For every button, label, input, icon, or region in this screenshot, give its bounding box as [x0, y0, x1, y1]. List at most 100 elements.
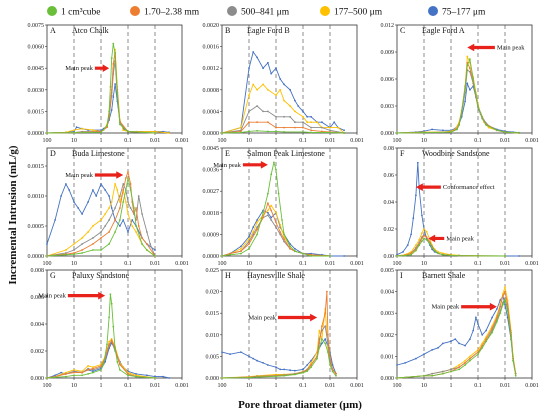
- data-point: [135, 374, 138, 377]
- data-point: [335, 372, 337, 375]
- x-tick-label-4: 0.1: [124, 261, 132, 267]
- data-point: [454, 338, 457, 340]
- data-point: [81, 371, 83, 374]
- data-point: [294, 250, 296, 253]
- data-point: [100, 183, 102, 185]
- data-point: [504, 286, 506, 289]
- data-point: [477, 353, 479, 356]
- data-point: [324, 325, 327, 328]
- x-tick-label-2: 10: [421, 383, 427, 389]
- y-tick-label-5: 0.012: [381, 23, 395, 29]
- data-point: [283, 83, 285, 86]
- data-point: [81, 127, 83, 130]
- data-point: [402, 251, 404, 253]
- data-point: [496, 129, 498, 132]
- data-point: [262, 83, 264, 86]
- data-point: [256, 233, 258, 236]
- series-5: [396, 57, 520, 134]
- x-tick-label-1: 100: [393, 261, 402, 267]
- plot-area: [46, 147, 183, 257]
- data-point: [458, 254, 460, 257]
- data-point: [496, 308, 498, 310]
- panel-C: 0.000 0.003 0.006 0.009 0.012 100 10 1 0.1 0.01 0.…: [381, 23, 539, 144]
- data-point: [112, 42, 115, 45]
- data-point: [267, 192, 269, 195]
- x-tick-label-2: 10: [246, 383, 252, 389]
- x-tick-label-4: 0.1: [124, 383, 132, 389]
- y-tick-label-3: 0.006: [381, 77, 395, 83]
- data-point: [421, 232, 423, 235]
- data-point: [283, 126, 285, 129]
- data-point: [65, 375, 67, 378]
- legend-marker-4: [320, 6, 330, 16]
- y-tick-label-4: 0.015: [206, 311, 220, 317]
- data-point: [318, 342, 321, 345]
- data-point: [324, 342, 327, 345]
- data-point: [302, 115, 304, 118]
- data-point: [418, 238, 421, 241]
- data-point: [127, 373, 129, 375]
- data-point: [248, 376, 250, 379]
- data-point: [87, 367, 89, 370]
- data-point: [423, 353, 425, 356]
- data-point: [114, 183, 116, 185]
- y-tick-label-6: 0.025: [206, 268, 220, 274]
- data-point: [125, 177, 127, 179]
- data-point: [321, 130, 323, 133]
- data-point: [116, 189, 119, 191]
- data-point: [458, 124, 460, 126]
- data-point: [423, 237, 425, 240]
- data-point: [54, 374, 56, 377]
- data-point: [335, 374, 337, 377]
- x-tick-label-1: 100: [43, 383, 52, 389]
- y-tick-label-6: 0.0075: [28, 23, 45, 29]
- data-point: [60, 195, 62, 197]
- data-point: [135, 207, 138, 209]
- data-point: [73, 253, 75, 256]
- data-point: [256, 105, 258, 107]
- data-point: [302, 371, 304, 374]
- data-point: [289, 88, 291, 91]
- data-point: [415, 249, 417, 252]
- series-5: [221, 129, 345, 134]
- data-point: [154, 132, 156, 134]
- series-3: [221, 105, 345, 134]
- data-point: [135, 375, 138, 378]
- x-tick-label-3: 1: [450, 138, 453, 144]
- y-tick-label-3: 0.0010: [28, 194, 45, 200]
- series-line-4: [221, 291, 337, 379]
- data-point: [502, 303, 504, 306]
- data-point: [504, 290, 506, 293]
- data-point: [425, 236, 428, 239]
- data-point: [327, 351, 329, 353]
- data-point: [275, 115, 277, 118]
- data-point: [100, 237, 102, 239]
- legend-marker-3: [227, 6, 237, 16]
- series-line-5: [46, 177, 156, 257]
- x-tick-label-5: 0.01: [150, 261, 161, 267]
- data-point: [442, 252, 444, 255]
- legend: 1 cm³cube 1.70–2.38 mm 500–841 μm 177–500 μ…: [47, 6, 486, 18]
- x-tick-label-4: 0.1: [474, 383, 482, 389]
- x-tick-label-1: 100: [393, 138, 402, 144]
- data-point: [289, 115, 291, 118]
- y-axis-title: Incremental Intrusion (mL/g): [7, 145, 19, 284]
- data-point: [466, 55, 469, 58]
- data-point: [248, 243, 250, 245]
- y-tick-label-1: 0.0000: [203, 131, 220, 137]
- data-point: [129, 183, 132, 185]
- data-point: [73, 201, 75, 203]
- data-point: [119, 369, 121, 371]
- data-point: [110, 201, 113, 203]
- legend-marker-5: [428, 6, 438, 16]
- y-tick-label-3: 0.004: [31, 322, 45, 328]
- data-point: [396, 364, 398, 366]
- data-point: [154, 377, 156, 379]
- x-tick-label-1: 100: [218, 261, 227, 267]
- data-point: [289, 247, 291, 250]
- data-point: [464, 100, 466, 103]
- data-point: [110, 88, 113, 91]
- panel-E: 0.0000 0.0009 0.0018 0.0027 0.0036 0.0045 100 1…: [203, 146, 364, 267]
- data-point: [73, 371, 75, 374]
- data-point: [73, 374, 75, 377]
